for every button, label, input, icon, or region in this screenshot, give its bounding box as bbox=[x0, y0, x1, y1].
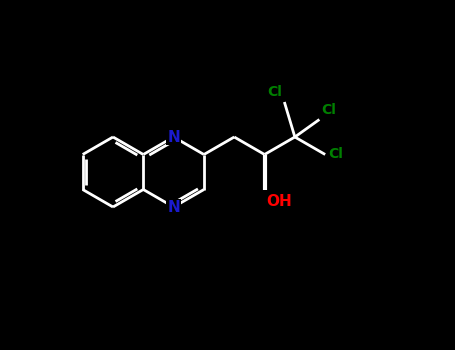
Text: Cl: Cl bbox=[328, 147, 343, 161]
Text: Cl: Cl bbox=[321, 103, 336, 117]
Text: OH: OH bbox=[267, 194, 292, 209]
Text: Cl: Cl bbox=[268, 85, 283, 99]
Text: N: N bbox=[167, 199, 180, 215]
Text: N: N bbox=[167, 130, 180, 145]
